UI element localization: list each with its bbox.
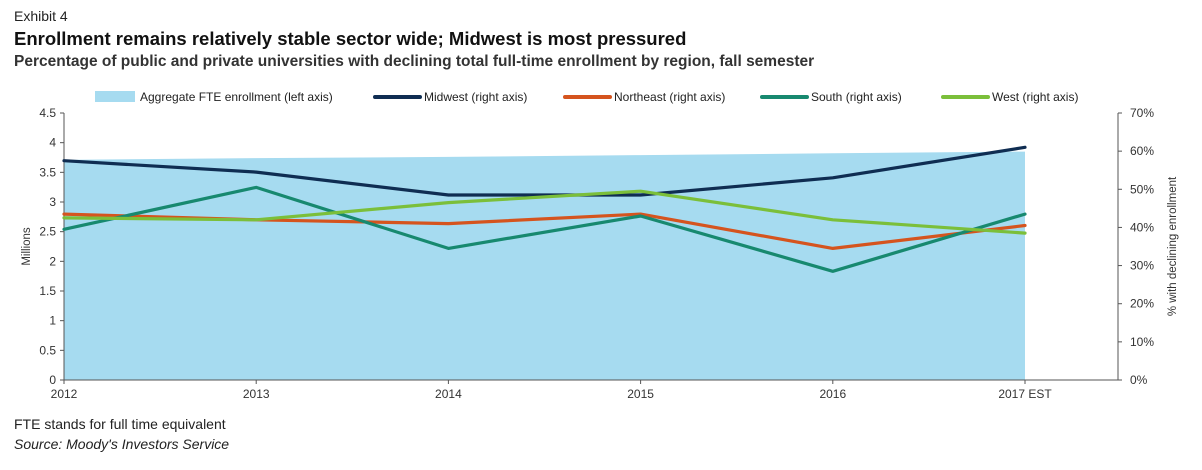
series-line-west xyxy=(62,189,1027,235)
area-series-fte xyxy=(64,151,1025,380)
left-tick-label: 2 xyxy=(49,254,56,268)
x-tick-label: 2015 xyxy=(627,387,654,401)
area-layer xyxy=(64,151,1025,380)
legend-label: West (right axis) xyxy=(992,90,1078,104)
chart-title: Enrollment remains relatively stable sec… xyxy=(14,28,687,49)
left-tick-label: 1.5 xyxy=(39,284,56,298)
right-tick-label: 50% xyxy=(1130,182,1154,196)
right-tick-label: 30% xyxy=(1130,259,1154,273)
exhibit-label: Exhibit 4 xyxy=(14,8,68,24)
legend-label: South (right axis) xyxy=(811,90,902,104)
right-tick-label: 70% xyxy=(1130,106,1154,120)
left-tick-label: 3.5 xyxy=(39,165,56,179)
x-tick-label: 2017 EST xyxy=(998,387,1052,401)
right-tick-label: 10% xyxy=(1130,335,1154,349)
left-tick-label: 2.5 xyxy=(39,225,56,239)
x-tick-label: 2012 xyxy=(51,387,78,401)
right-tick-label: 20% xyxy=(1130,297,1154,311)
x-tick-label: 2013 xyxy=(243,387,270,401)
chart-subtitle: Percentage of public and private univers… xyxy=(14,53,815,70)
series-lines xyxy=(62,145,1027,273)
left-tick-label: 4 xyxy=(49,136,56,150)
x-tick-label: 2016 xyxy=(819,387,846,401)
legend-label: Northeast (right axis) xyxy=(614,90,725,104)
left-tick-label: 4.5 xyxy=(39,106,56,120)
legend-label: Aggregate FTE enrollment (left axis) xyxy=(140,90,333,104)
right-tick-label: 60% xyxy=(1130,144,1154,158)
right-axis-title: % with declining enrollment xyxy=(1167,176,1179,316)
x-tick-label: 2014 xyxy=(435,387,462,401)
left-tick-label: 0 xyxy=(49,373,56,387)
right-tick-label: 0% xyxy=(1130,373,1148,387)
left-axis-title: Millions xyxy=(21,227,33,266)
left-tick-label: 1 xyxy=(49,314,56,328)
legend: Aggregate FTE enrollment (left axis) Midw… xyxy=(95,90,1078,104)
legend-label: Midwest (right axis) xyxy=(424,90,527,104)
axes: 0 0.5 1 1.5 2 2.5 3 3.5 4 4.5 0% 10% 20% 30% 40% 50% 60%… xyxy=(21,106,1179,401)
footnote: FTE stands for full time equivalent xyxy=(14,416,226,432)
left-tick-label: 3 xyxy=(49,195,56,209)
legend-swatch-fte xyxy=(95,91,135,102)
right-tick-label: 40% xyxy=(1130,220,1154,234)
series-line-midwest xyxy=(62,145,1027,197)
left-tick-label: 0.5 xyxy=(39,343,56,357)
source-note: Source: Moody's Investors Service xyxy=(14,436,230,452)
series-line-south xyxy=(62,185,1027,273)
